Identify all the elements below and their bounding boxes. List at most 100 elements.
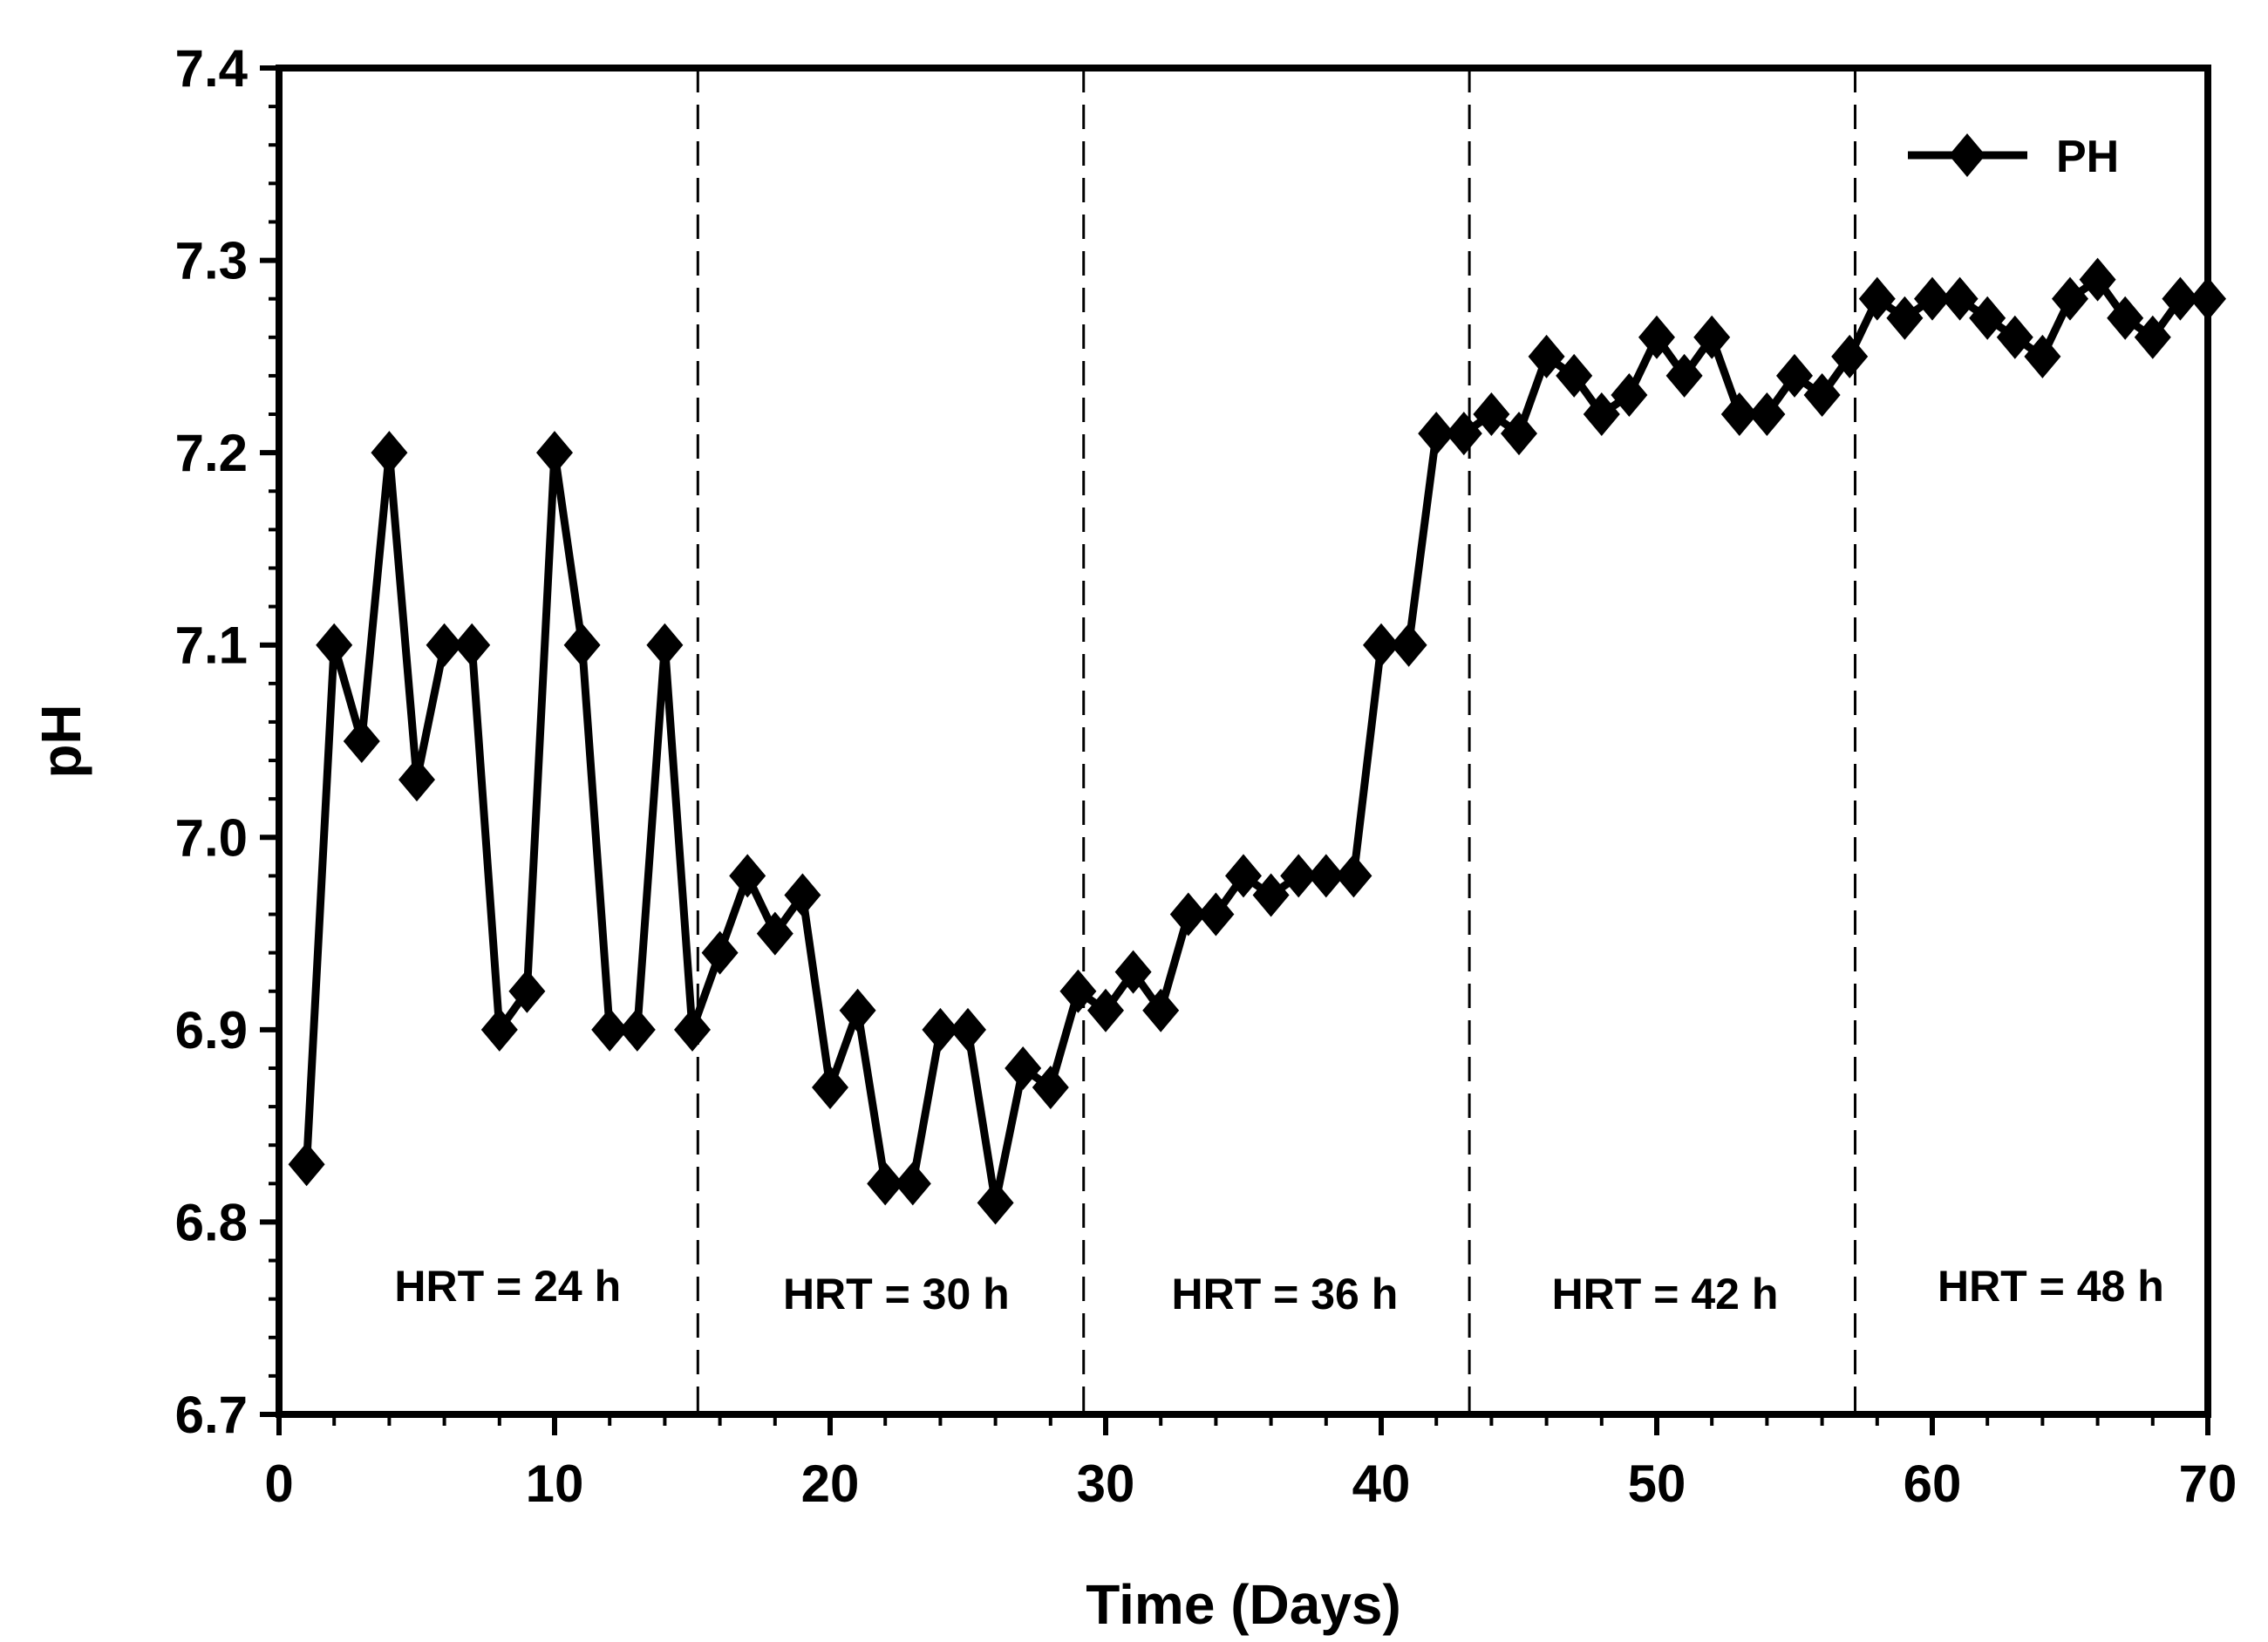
legend-marker-diamond xyxy=(1949,133,1985,177)
data-point xyxy=(536,431,573,475)
data-point xyxy=(1445,412,1482,456)
y-tick-label: 7.4 xyxy=(175,39,249,98)
data-point xyxy=(1638,315,1675,359)
data-point xyxy=(1556,353,1593,398)
y-tick-label: 6.7 xyxy=(175,1386,248,1444)
legend-label: PH xyxy=(2056,132,2119,182)
y-axis-title: pH xyxy=(30,704,92,778)
data-point xyxy=(894,1162,931,1206)
x-tick-label: 0 xyxy=(264,1455,293,1513)
data-point xyxy=(398,758,435,802)
data-point xyxy=(1776,353,1813,398)
data-point xyxy=(646,623,684,667)
data-point xyxy=(922,1007,959,1052)
data-point xyxy=(618,1007,656,1052)
y-tick-label: 7.3 xyxy=(175,232,248,290)
x-tick-label: 30 xyxy=(1077,1455,1135,1513)
data-point xyxy=(1307,854,1345,898)
data-point xyxy=(701,930,739,975)
data-point xyxy=(2024,334,2061,378)
region-label: HRT = 24 h xyxy=(394,1262,621,1311)
region-labels: HRT = 24 h HRT = 30 h HRT = 36 h HRT = 42 h… xyxy=(394,1262,2163,1318)
data-point xyxy=(426,623,463,667)
phase-dividers xyxy=(696,68,1857,1414)
plot-frame xyxy=(276,65,2211,1418)
data-point xyxy=(729,854,766,898)
series-ph xyxy=(288,257,2226,1225)
data-point xyxy=(1225,854,1262,898)
data-point xyxy=(2052,276,2088,321)
axis-ticks xyxy=(260,65,2210,1435)
x-axis-title: Time (Days) xyxy=(1086,1573,1401,1636)
data-point xyxy=(1418,412,1455,456)
x-tick-label: 50 xyxy=(1628,1455,1686,1513)
data-point xyxy=(480,1007,518,1052)
data-point xyxy=(1583,392,1620,437)
y-tick-label: 7.0 xyxy=(175,808,248,867)
data-point xyxy=(2134,315,2171,359)
data-point xyxy=(950,1007,986,1052)
y-tick-label: 6.8 xyxy=(175,1193,248,1251)
data-point xyxy=(563,623,601,667)
data-point xyxy=(1473,392,1510,437)
data-point xyxy=(1886,296,1924,340)
data-point xyxy=(784,873,821,917)
data-point xyxy=(1363,623,1400,667)
data-point xyxy=(867,1162,904,1206)
data-point xyxy=(1720,392,1758,437)
x-tick-label: 40 xyxy=(1352,1455,1411,1513)
data-point xyxy=(2079,257,2116,302)
data-point xyxy=(371,431,408,475)
data-point xyxy=(1114,950,1152,994)
data-point xyxy=(288,1142,325,1187)
legend: PH xyxy=(1908,132,2119,182)
data-point xyxy=(1611,372,1648,417)
data-point xyxy=(2107,296,2144,340)
region-label: HRT = 48 h xyxy=(1938,1262,2164,1311)
data-point xyxy=(1693,315,1731,359)
data-point xyxy=(1803,372,1841,417)
region-label: HRT = 30 h xyxy=(783,1270,1010,1318)
data-point xyxy=(453,623,491,667)
data-point xyxy=(1390,623,1427,667)
data-point xyxy=(812,1066,848,1110)
x-tick-label: 20 xyxy=(801,1455,860,1513)
y-tick-label: 7.2 xyxy=(175,424,248,482)
region-label: HRT = 36 h xyxy=(1172,1270,1399,1318)
data-point xyxy=(1858,276,1896,321)
series-line xyxy=(303,276,2208,1207)
y-tick-labels: 6.7 6.8 6.9 7.0 7.1 7.2 7.3 7.4 xyxy=(175,39,249,1444)
data-point xyxy=(1087,988,1124,1032)
data-point xyxy=(1831,334,1869,378)
data-point xyxy=(343,719,380,763)
data-point xyxy=(1501,412,1537,456)
data-point xyxy=(1032,1066,1069,1110)
data-point xyxy=(756,911,793,956)
data-point xyxy=(1335,854,1372,898)
data-point xyxy=(1059,969,1097,1013)
data-point xyxy=(1169,892,1207,937)
y-tick-label: 6.9 xyxy=(175,1001,248,1059)
x-tick-labels: 0 10 20 30 40 50 60 70 xyxy=(264,1455,2237,1513)
y-tick-label: 7.1 xyxy=(175,617,248,675)
data-point xyxy=(1914,276,1951,321)
data-point xyxy=(1528,334,1565,378)
data-point xyxy=(1197,892,1235,937)
region-label: HRT = 42 h xyxy=(1552,1270,1779,1318)
data-point xyxy=(1005,1046,1042,1090)
data-point xyxy=(508,969,546,1013)
data-point xyxy=(1996,315,2033,359)
data-point xyxy=(1969,296,2006,340)
data-point xyxy=(977,1181,1014,1225)
data-point xyxy=(1252,873,1290,917)
data-point xyxy=(1748,392,1786,437)
data-point xyxy=(1941,276,1979,321)
data-point xyxy=(674,1007,711,1052)
x-tick-label: 70 xyxy=(2179,1455,2237,1513)
data-point xyxy=(591,1007,629,1052)
data-point xyxy=(1142,988,1180,1032)
data-point xyxy=(839,988,876,1032)
data-point xyxy=(316,623,353,667)
data-point xyxy=(1665,353,1703,398)
